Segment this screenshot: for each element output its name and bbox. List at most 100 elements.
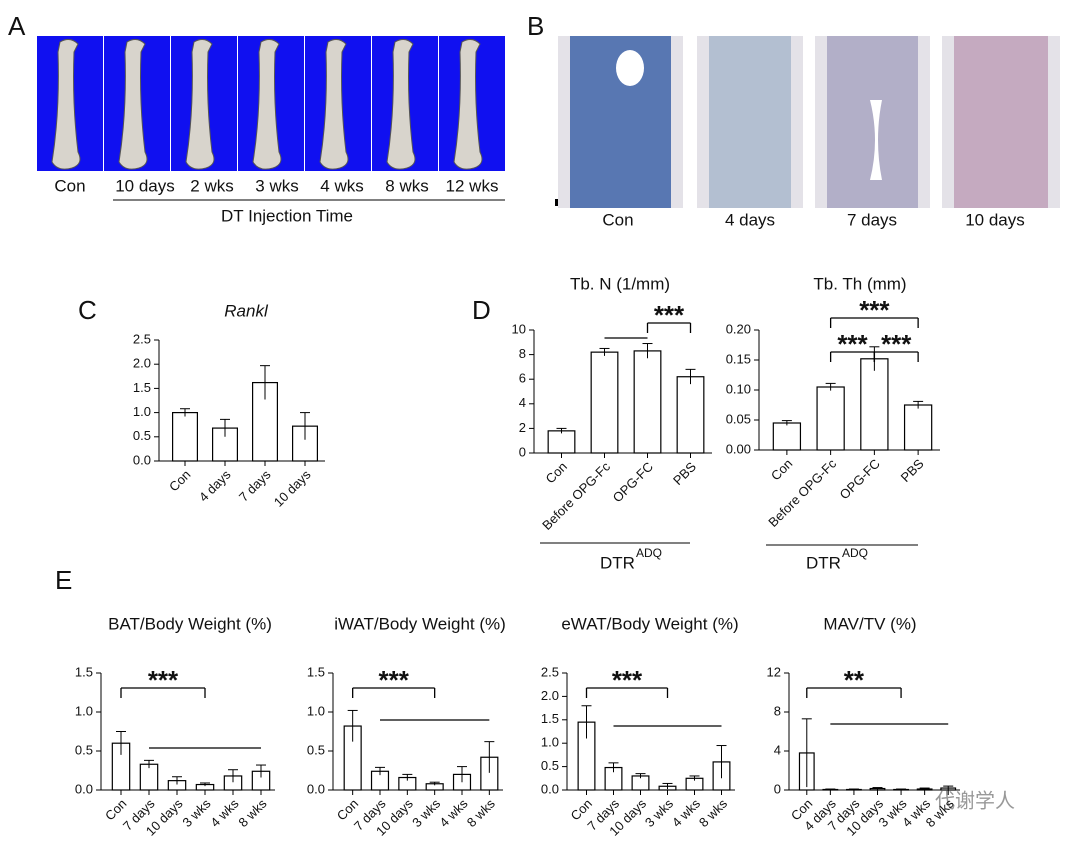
y-tick-label: 8 [519, 346, 526, 361]
x-tick-label: 4 wks [669, 796, 703, 830]
chart-title: eWAT/Body Weight (%) [561, 614, 738, 633]
panel-letter: E [55, 565, 72, 595]
y-tick-label: 0.20 [726, 321, 751, 336]
y-tick-label: 0.5 [307, 742, 325, 757]
y-tick-label: 1.0 [133, 404, 151, 419]
x-tick-label: 8 wks [696, 796, 730, 830]
bone [319, 38, 349, 170]
bar [633, 350, 662, 454]
image-label: 4 wks [320, 176, 363, 195]
y-tick-label: 4 [774, 742, 781, 757]
bone [185, 38, 215, 170]
chart-title: Rankl [224, 301, 269, 320]
hole [870, 100, 882, 180]
panel-letter: D [472, 295, 491, 325]
y-tick-label: 1.5 [75, 664, 93, 679]
y-tick-label: 1.5 [133, 380, 151, 395]
axis-label: DT Injection Time [221, 206, 353, 225]
bar [676, 376, 705, 454]
image-core [709, 36, 791, 208]
significance: *** [612, 665, 643, 695]
y-tick-label: 1.5 [541, 711, 559, 726]
significance: *** [837, 329, 868, 359]
image-label: 8 wks [385, 176, 428, 195]
significance: ** [844, 665, 865, 695]
image-label: 7 days [847, 210, 897, 229]
y-tick-label: 0 [774, 781, 781, 796]
bar [860, 358, 889, 451]
image-label: Con [602, 210, 633, 229]
image-label: 12 wks [446, 176, 499, 195]
y-tick-label: 1.0 [307, 703, 325, 718]
hole [616, 50, 644, 86]
bone [118, 38, 148, 170]
x-tick-label: Con [768, 456, 795, 483]
x-tick-label: PBS [898, 456, 927, 485]
x-tick-label: 3 wks [642, 796, 676, 830]
significance: *** [859, 295, 890, 325]
x-tick-label: 3 wks [409, 796, 443, 830]
bar [547, 430, 576, 454]
x-tick-label: 8 wks [235, 796, 269, 830]
x-tick-label: 10 days [271, 467, 314, 510]
significance: *** [378, 665, 409, 695]
x-tick-label: 4 wks [436, 796, 470, 830]
y-tick-label: 8 [774, 703, 781, 718]
y-tick-label: 2.5 [133, 331, 151, 346]
x-tick-label: OPG-FC [610, 459, 656, 505]
significance: *** [654, 300, 685, 330]
y-tick-label: 2.0 [541, 688, 559, 703]
y-tick-label: 0 [519, 444, 526, 459]
y-tick-label: 0.15 [726, 351, 751, 366]
x-tick-label: 4 days [196, 467, 234, 505]
y-tick-label: 12 [767, 664, 781, 679]
image-label: 3 wks [255, 176, 298, 195]
image-core [954, 36, 1048, 208]
panel-letter: A [8, 11, 26, 41]
bar [172, 412, 199, 462]
significance: *** [881, 329, 912, 359]
bar [772, 422, 802, 451]
panel-letter: B [527, 11, 544, 41]
bone [252, 38, 282, 170]
y-tick-label: 1.0 [75, 703, 93, 718]
group-label: DTR [600, 553, 635, 572]
bone [453, 38, 483, 170]
x-tick-label: 7 days [236, 467, 274, 505]
chart-title: BAT/Body Weight (%) [108, 614, 272, 633]
chart-title: Tb. N (1/mm) [570, 274, 670, 293]
y-tick-label: 6 [519, 371, 526, 386]
chart-title: iWAT/Body Weight (%) [334, 614, 506, 633]
chart-title: Tb. Th (mm) [813, 274, 906, 293]
y-tick-label: 10 [512, 321, 526, 336]
image-core [827, 36, 918, 208]
x-tick-label: Con [166, 467, 193, 494]
y-tick-label: 0.5 [75, 742, 93, 757]
bar [903, 404, 933, 451]
image-label: Con [54, 176, 85, 195]
y-tick-label: 0.0 [307, 781, 325, 796]
x-tick-label: 8 wks [464, 796, 498, 830]
y-tick-label: 0.05 [726, 411, 751, 426]
y-tick-label: 0.0 [75, 781, 93, 796]
y-tick-label: 2 [519, 420, 526, 435]
x-tick-label: PBS [670, 459, 699, 488]
x-tick-label: Con [543, 459, 570, 486]
image-label: 2 wks [190, 176, 233, 195]
bone [386, 38, 416, 170]
image-label: 4 days [725, 210, 775, 229]
group-label-sup: ADQ [842, 546, 868, 560]
y-tick-label: 0.5 [541, 758, 559, 773]
image-label: 10 days [115, 176, 175, 195]
watermark: 代谢学人 [935, 789, 1015, 812]
y-tick-label: 0.0 [133, 452, 151, 467]
bar [816, 386, 845, 451]
y-tick-label: 2.5 [541, 664, 559, 679]
chart-title: MAV/TV (%) [823, 614, 916, 633]
x-tick-label: 3 wks [179, 796, 213, 830]
bone [51, 38, 81, 170]
y-tick-label: 0.5 [133, 428, 151, 443]
y-tick-label: 4 [519, 395, 526, 410]
bar [590, 351, 619, 454]
